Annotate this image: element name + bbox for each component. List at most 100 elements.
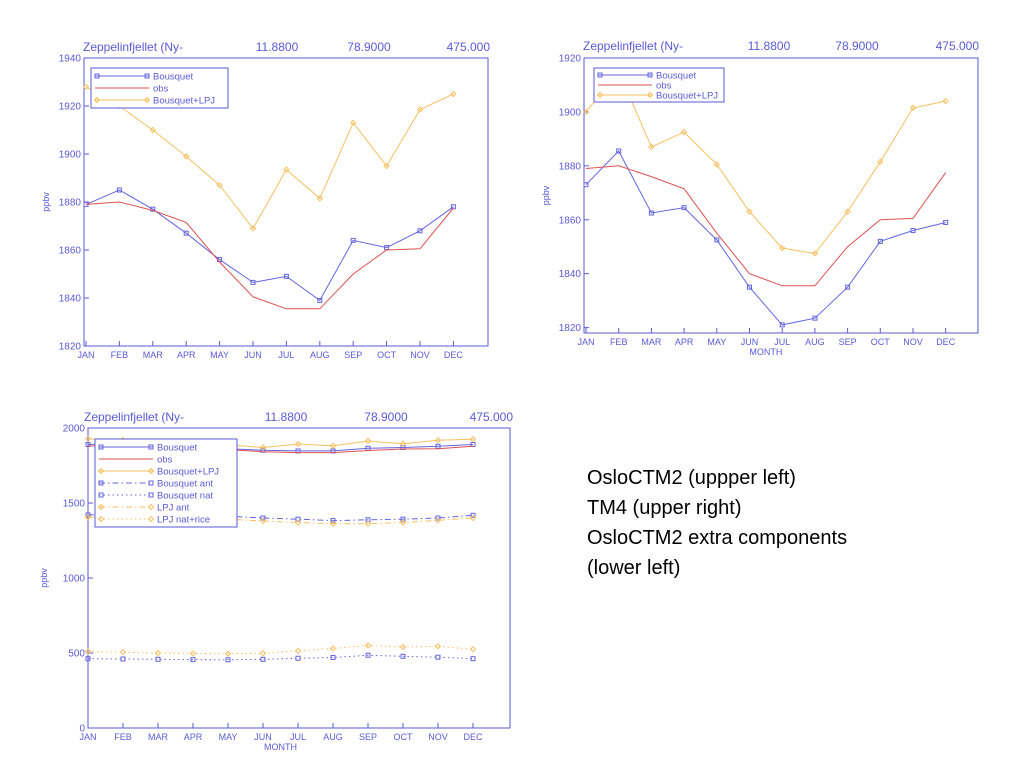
caption-line-3: OsloCTM2 extra components [587, 527, 848, 549]
y-tick-label: 1820 [559, 323, 582, 334]
data-point [116, 187, 122, 193]
series [582, 68, 949, 257]
legend-marker [148, 480, 154, 486]
legend-label: Bousquet+LPJ [157, 467, 219, 478]
data-point [182, 153, 190, 160]
x-tick-label: FEB [111, 350, 129, 360]
data-point [583, 182, 589, 188]
data-point [434, 517, 442, 524]
chart-header-latitude: 78.9000 [835, 39, 879, 53]
x-tick-label: FEB [114, 732, 132, 742]
y-tick-label: 1820 [59, 342, 82, 353]
y-axis-label: ppbv [40, 568, 49, 588]
caption: OsloCTM2 (uppper left) TM4 (upper right)… [587, 463, 967, 583]
x-tick-label: MAR [148, 732, 169, 742]
legend-marker [646, 91, 654, 99]
y-tick-label: 1000 [63, 574, 86, 585]
data-point [470, 512, 476, 518]
legend-marker [97, 503, 105, 511]
legend-label: LPJ nat+rice [157, 515, 210, 526]
chart-header-altitude: 475.000 [470, 410, 514, 424]
legend-label: Bousquet+LPJ [656, 91, 718, 102]
caption-line-2: TM4 (upper right) [587, 497, 742, 519]
y-tick-label: 1500 [63, 499, 86, 510]
legend-marker [97, 515, 105, 523]
data-point [82, 83, 90, 91]
legend-label: Bousquet [656, 71, 697, 82]
x-tick-label: JAN [577, 337, 594, 347]
series [85, 652, 476, 663]
chart-oslo-ctm2-extra: Zeppelinfjellet (Ny- 11.8800 78.9000 475.00… [40, 405, 520, 768]
data-point [189, 650, 197, 657]
data-point [317, 297, 323, 303]
series-line [585, 70, 946, 255]
x-tick-label: MAY [707, 337, 726, 347]
legend-marker [148, 444, 154, 450]
series [585, 165, 947, 287]
x-tick-label: AUG [323, 732, 343, 742]
chart-header-site: Zeppelinfjellet (Ny- [583, 39, 683, 53]
x-tick-label: JUN [741, 337, 759, 347]
legend-marker [147, 467, 155, 475]
legend-label: Bousquet nat [157, 491, 213, 502]
x-tick-label: SEP [344, 350, 362, 360]
y-tick-label: 1860 [559, 215, 582, 226]
data-point [399, 643, 407, 651]
x-tick-label: SEP [359, 732, 377, 742]
legend-marker [143, 96, 151, 104]
data-point [225, 657, 231, 663]
chart-header-latitude: 78.9000 [364, 410, 408, 424]
y-axis-label: ppbv [541, 185, 551, 205]
data-point [648, 143, 655, 151]
legend-label: LPJ ant [157, 503, 190, 514]
legend-marker [596, 91, 604, 99]
data-point [942, 97, 949, 105]
x-tick-label: APR [177, 350, 196, 360]
data-point [155, 656, 161, 662]
data-point [616, 148, 622, 154]
series [83, 187, 456, 303]
data-point [329, 520, 337, 527]
data-point [329, 442, 337, 449]
data-point [400, 653, 406, 659]
data-point [778, 244, 786, 252]
legend-box [94, 438, 238, 528]
data-point [383, 162, 390, 170]
data-point [259, 650, 267, 657]
data-point [84, 435, 92, 443]
data-point [350, 237, 356, 243]
data-point [434, 643, 442, 650]
legend-marker [93, 96, 101, 104]
legend-label: Bousquet [157, 443, 198, 454]
data-point [84, 514, 92, 521]
data-point [435, 515, 441, 521]
data-point [400, 516, 406, 522]
series [85, 201, 454, 310]
data-point [416, 106, 424, 113]
data-point [295, 655, 301, 661]
data-point [680, 128, 688, 136]
data-point [154, 649, 162, 657]
data-point [294, 647, 302, 654]
x-tick-label: APR [675, 337, 694, 347]
data-point [811, 250, 819, 257]
chart-header-site: Zeppelinfjellet (Ny- [83, 40, 183, 54]
data-point [365, 652, 371, 658]
data-point [294, 519, 302, 526]
series-line [87, 654, 474, 661]
y-tick-label: 1920 [59, 102, 82, 113]
x-tick-label: OCT [394, 732, 414, 742]
series [583, 148, 949, 328]
y-tick-label: 1940 [59, 54, 82, 65]
legend-marker [98, 492, 104, 498]
x-tick-label: DEC [936, 337, 956, 347]
x-tick-label: NOV [903, 337, 923, 347]
legend-marker [148, 492, 154, 498]
data-point [224, 650, 232, 657]
x-axis-label: MONTH [264, 742, 297, 752]
data-point [812, 315, 818, 321]
data-point [435, 654, 441, 660]
chart-oslo-ctm2-svg: Zeppelinfjellet (Ny- 11.8800 78.9000 475.00… [41, 40, 490, 360]
data-point [260, 656, 266, 662]
